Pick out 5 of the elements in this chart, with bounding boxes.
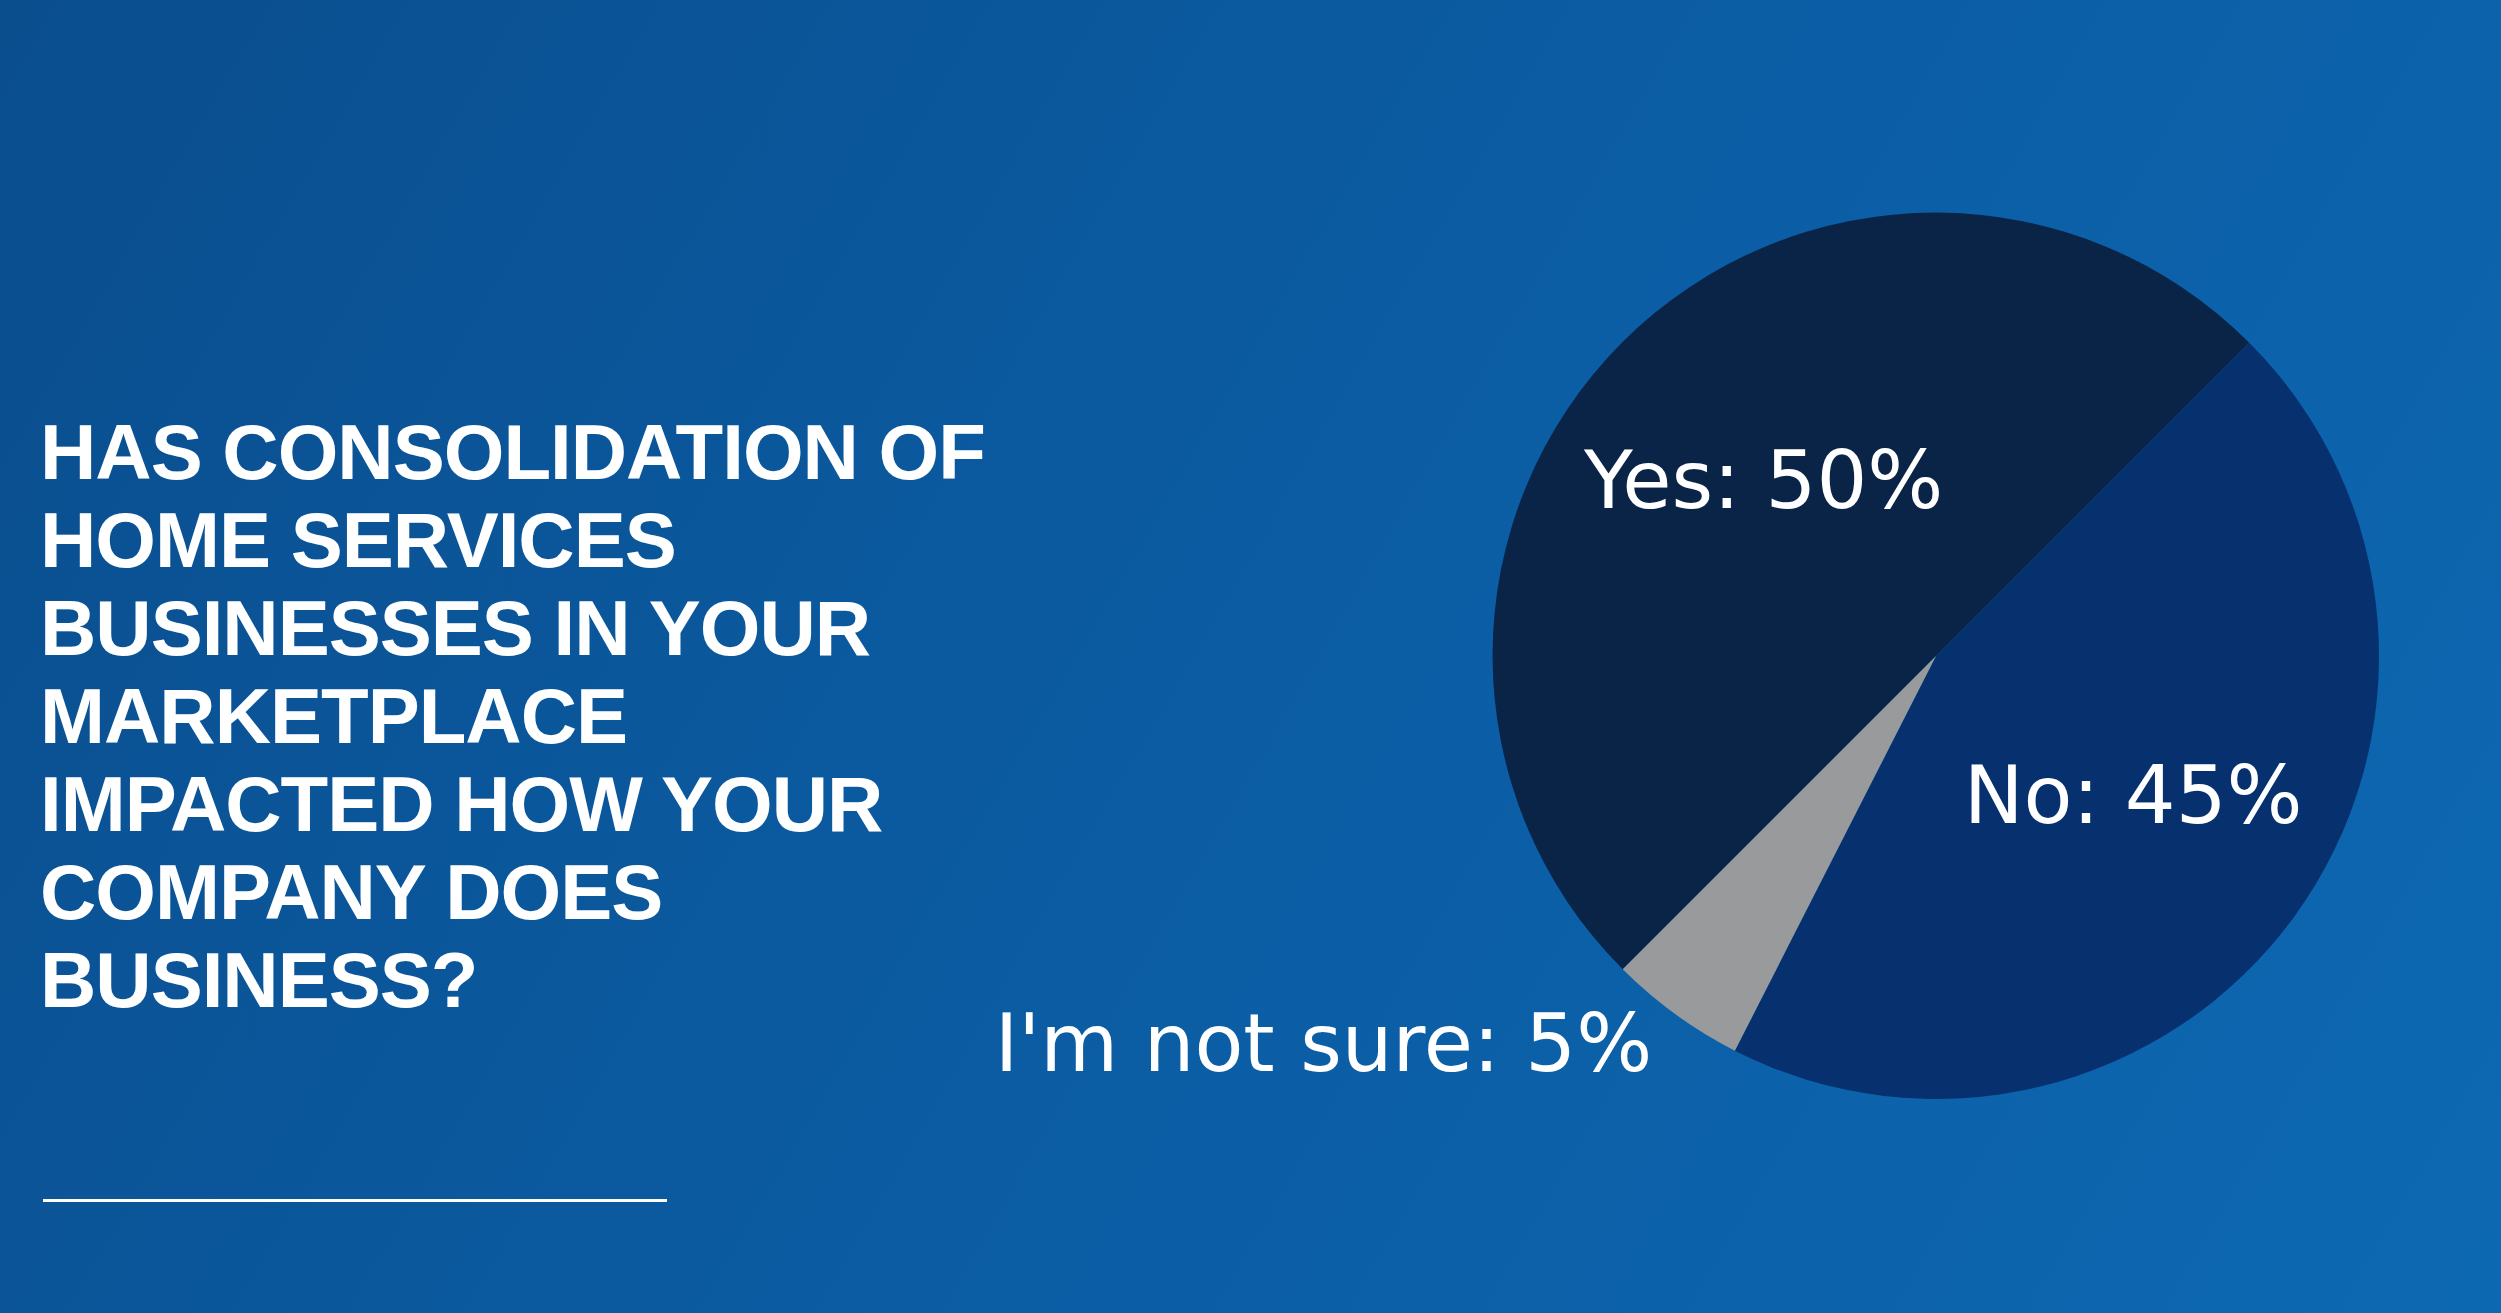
slice-label: No: 45%	[1963, 749, 2303, 843]
pie-slice	[1734, 342, 2379, 1099]
text: HAS CONSOLIDATION OF HOME SERVICES BUSINESSES IN YOUR MARKETPLACE IMPACTED HOW YOUR COMPANY DOES BUSINESS?	[40, 408, 985, 1024]
slice-label: I'm not sure: 5%	[994, 996, 1653, 1090]
slice-label: Yes: 50%	[1583, 433, 1944, 527]
